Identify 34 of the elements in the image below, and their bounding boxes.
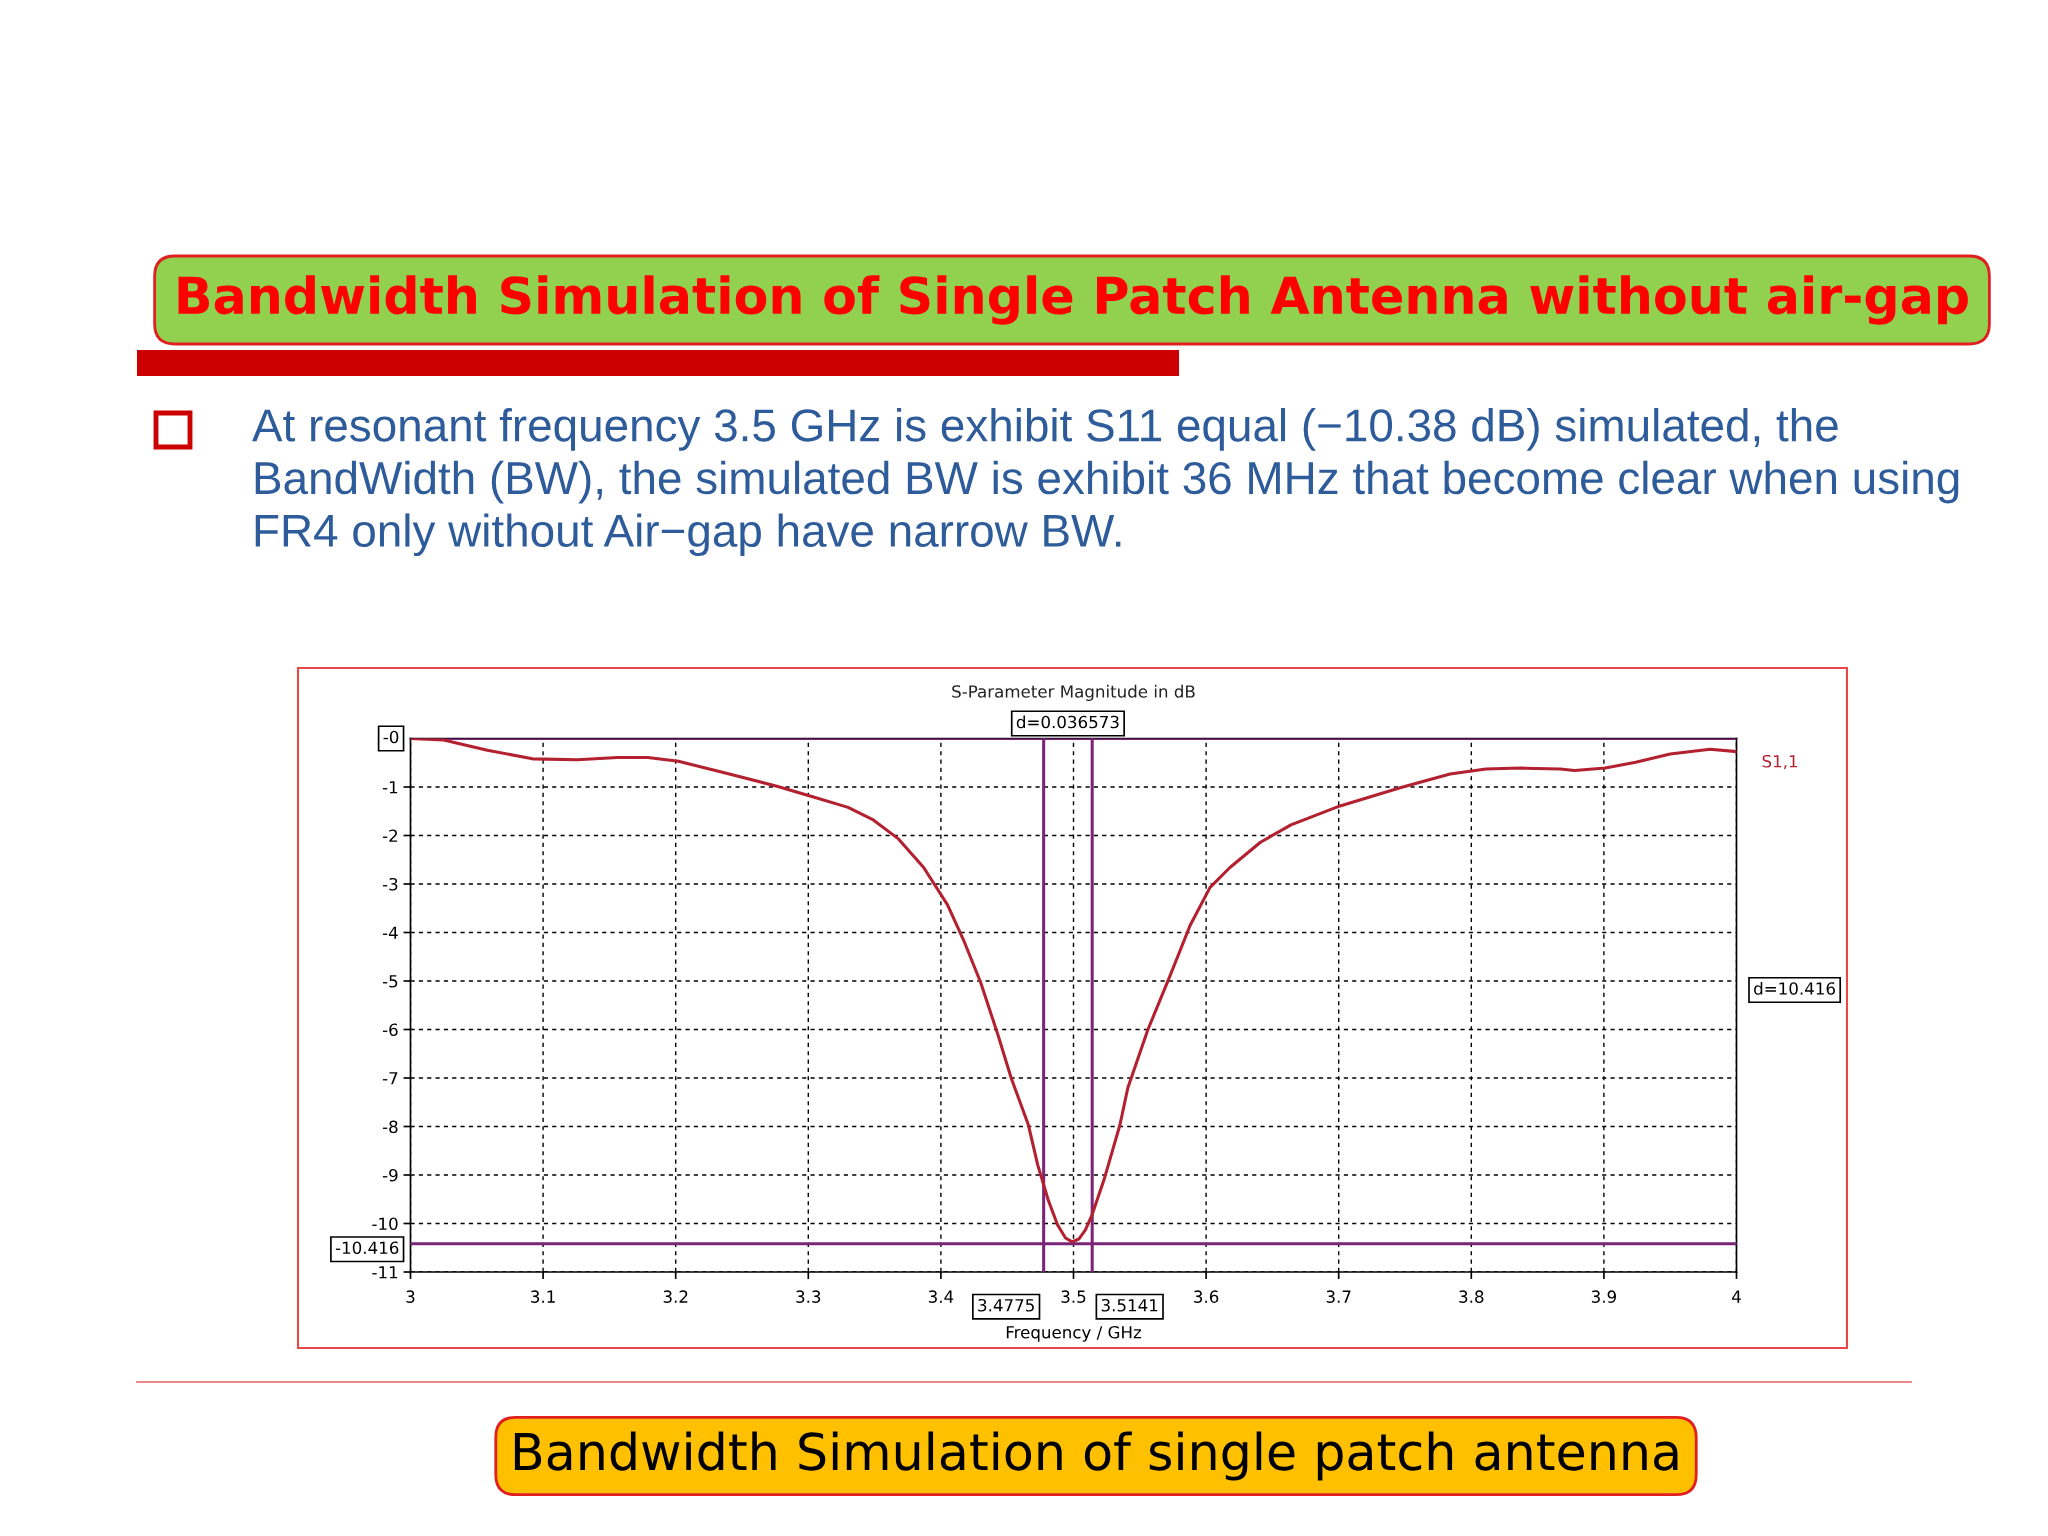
y-tick-label: -8 xyxy=(382,1120,398,1134)
text: Bandwidth Simulation of single patch antenna xyxy=(514,1431,1678,1481)
y-tick-label: -9 xyxy=(382,1168,398,1182)
y-tick-label: -3 xyxy=(382,877,398,891)
x-tick-label: 3 xyxy=(406,1290,415,1303)
text: At resonant frequency 3.5 GHz is exhibit S11 equal (−10.38 dB) simulated, the BandWidth (BW), the simulated BW is exhibit 36 MHz that become clear when using FR4 only without Air−gap have narrow BW. xyxy=(252,408,1959,557)
ref-line-label: -10.416 xyxy=(335,1241,399,1255)
text: d=10.416 xyxy=(1754,981,1835,995)
chart-subtitle: S-Parameter Magnitude in dB xyxy=(952,684,1195,701)
x-tick-label: 4 xyxy=(1732,1290,1741,1303)
y-tick-label: -2 xyxy=(382,829,398,842)
ref-line-label: 3.5141 xyxy=(1101,1298,1158,1312)
y-tick-label: -6 xyxy=(382,1023,398,1037)
y-tick-label: -10 xyxy=(372,1217,398,1231)
y-tick-label: -5 xyxy=(382,975,398,988)
y-tick-label: -1 xyxy=(382,781,398,794)
x-tick-label: 3.6 xyxy=(1194,1290,1219,1303)
x-axis-title: Frequency / GHz xyxy=(1006,1325,1142,1342)
series-label: S1,1 xyxy=(1762,754,1798,770)
x-tick-label: 3.7 xyxy=(1326,1290,1351,1303)
ref-line-label: -0 xyxy=(383,730,399,744)
x-tick-label: 3.1 xyxy=(531,1290,555,1303)
annotation: d=0.036573 xyxy=(1016,715,1119,729)
x-tick-label: 3.2 xyxy=(663,1290,688,1303)
x-tick-label: 3.3 xyxy=(796,1290,821,1303)
y-tick-label: -11 xyxy=(372,1266,398,1279)
ref-line-label: 3.4775 xyxy=(978,1298,1034,1312)
chart-title: Bandwidth Simulation of Single Patch Antenna without air-gap xyxy=(178,275,1968,325)
y-tick-label: -7 xyxy=(382,1072,398,1085)
y-tick-label: -4 xyxy=(382,926,398,939)
x-tick-label: 3.5 xyxy=(1061,1290,1086,1303)
x-tick-label: 3.9 xyxy=(1591,1290,1616,1303)
x-tick-label: 3.4 xyxy=(928,1290,954,1303)
x-tick-label: 3.8 xyxy=(1459,1290,1484,1303)
